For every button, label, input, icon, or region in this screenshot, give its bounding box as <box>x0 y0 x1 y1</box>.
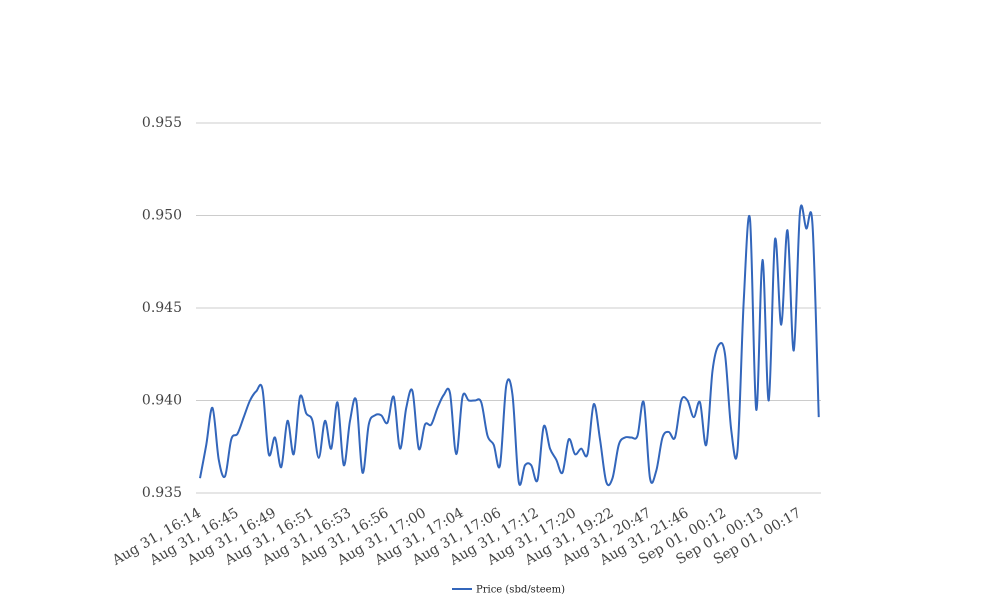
y-tick-label: 0.950 <box>142 208 182 224</box>
y-tick-label: 0.940 <box>142 393 182 409</box>
y-tick-label: 0.935 <box>142 485 182 501</box>
price-line <box>199 204 820 487</box>
y-tick-label: 0.955 <box>142 115 182 131</box>
y-tick-label: 0.945 <box>142 300 182 316</box>
legend-label: Price (sbd/steem) <box>476 585 565 596</box>
